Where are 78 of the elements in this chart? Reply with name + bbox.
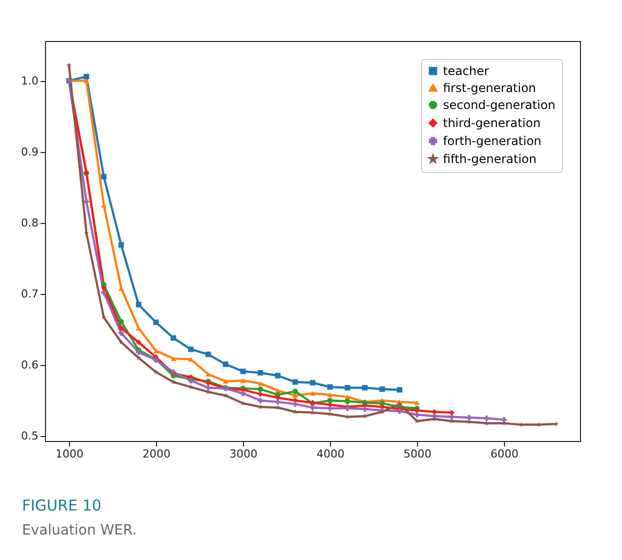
caption: FIGURE 10: [22, 496, 102, 514]
point: [327, 392, 333, 398]
point: [101, 174, 107, 180]
point: [170, 356, 176, 361]
point: [258, 386, 264, 392]
point: [327, 406, 333, 412]
point: [205, 372, 211, 377]
point: [258, 370, 264, 376]
x-tick-label: 1000: [56, 448, 84, 460]
point: [414, 412, 420, 418]
point: [362, 384, 368, 390]
legend-label: first-generation: [443, 81, 536, 95]
y-tick-label: 0.5: [21, 430, 38, 443]
point: [101, 290, 107, 296]
point: [327, 384, 333, 390]
x-tick-label: 5000: [403, 448, 432, 460]
y-tick-label: 0.9: [21, 145, 38, 158]
x-tick-label: 6000: [490, 448, 518, 460]
point: [205, 352, 211, 358]
text: Evaluation WER.: [22, 522, 137, 538]
point: [84, 74, 90, 80]
legend-label: third-generation: [443, 116, 541, 130]
x-tick-label: 4000: [316, 448, 344, 460]
point: [136, 355, 142, 360]
point: [396, 387, 402, 393]
legend-label: second-generation: [443, 98, 556, 112]
legend-label: forth-generation: [443, 134, 542, 148]
point: [275, 399, 281, 405]
point: [310, 380, 316, 386]
point: [484, 416, 490, 422]
point: [310, 391, 316, 396]
point: [222, 362, 228, 368]
point: [153, 320, 159, 326]
legend-label: fifth-generation: [443, 152, 536, 166]
point: [118, 330, 124, 336]
point: [310, 404, 316, 410]
point: [379, 386, 385, 392]
point: [118, 340, 124, 344]
point: [501, 416, 507, 422]
point: [101, 284, 107, 290]
point: [327, 398, 333, 404]
point: [84, 198, 90, 204]
point: [362, 406, 368, 412]
point: [449, 414, 455, 420]
point: [292, 401, 298, 407]
y-tick-label: 0.7: [21, 287, 38, 300]
point: [240, 368, 246, 374]
point: [258, 381, 264, 386]
y-tick-label: 0.8: [21, 216, 38, 230]
point: [432, 416, 437, 422]
point: [292, 388, 298, 394]
legend-label: teacher: [443, 64, 490, 78]
y-tick-label: 1.0: [21, 74, 38, 88]
point: [240, 378, 246, 383]
point: [344, 398, 350, 404]
point: [153, 348, 159, 354]
point: [136, 326, 142, 330]
point: [466, 414, 472, 420]
point: [136, 340, 142, 345]
point: [136, 302, 142, 308]
point: [188, 346, 194, 352]
point: [292, 379, 298, 385]
point: [118, 325, 124, 331]
x-tick-label: 3000: [229, 448, 258, 460]
point: [84, 78, 90, 84]
point: [344, 384, 350, 390]
point: [205, 384, 211, 390]
point: [275, 372, 281, 378]
point: [153, 369, 159, 374]
point: [118, 242, 124, 248]
point: [501, 420, 507, 426]
point: [292, 393, 298, 398]
point: [118, 318, 124, 324]
point: [170, 335, 176, 341]
point: [414, 400, 420, 406]
point: [222, 378, 228, 384]
x-tick-label: 2000: [142, 448, 170, 460]
y-tick-label: 0.6: [21, 358, 38, 372]
